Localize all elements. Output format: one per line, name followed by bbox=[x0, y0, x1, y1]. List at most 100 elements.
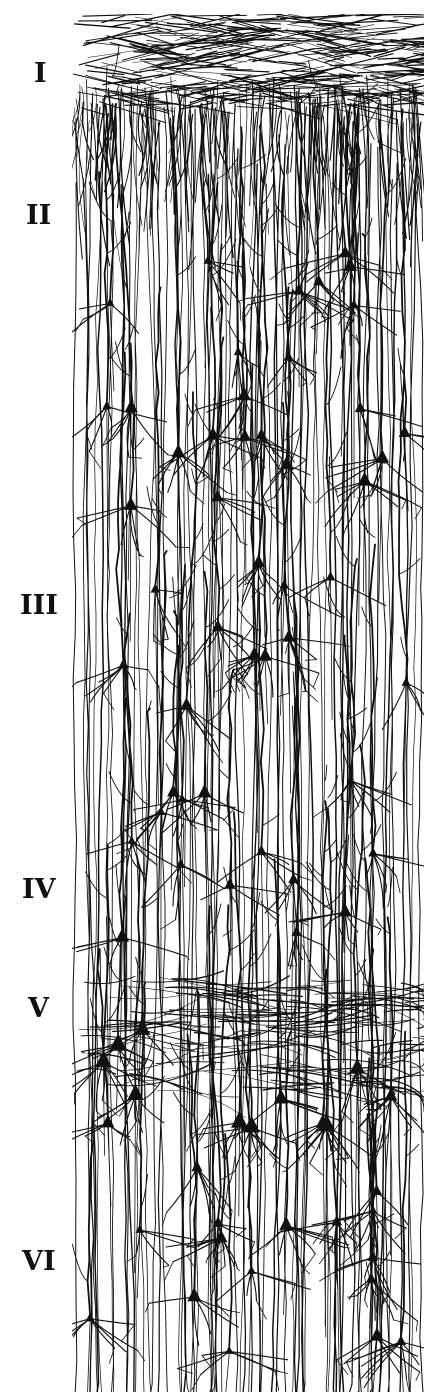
neuron-basal-dendrite bbox=[73, 1318, 91, 1338]
neuron-basal-dendrite bbox=[185, 627, 219, 670]
neuron-soma bbox=[252, 554, 265, 568]
neuron-twig bbox=[167, 454, 183, 458]
fiber bbox=[72, 182, 78, 1392]
neuron bbox=[136, 564, 239, 891]
neuron-soma bbox=[233, 346, 243, 356]
neuron bbox=[251, 986, 351, 1316]
neuron-twig bbox=[165, 740, 175, 752]
neuron-basal-dendrite bbox=[228, 1350, 289, 1361]
neuron bbox=[288, 300, 387, 720]
mesh-fiber bbox=[121, 46, 174, 61]
mesh-fiber bbox=[267, 99, 315, 104]
neuron-basal-dendrite bbox=[264, 656, 320, 674]
neuron-basal-dendrite bbox=[306, 253, 346, 275]
mesh-strand bbox=[184, 106, 190, 233]
mesh-fiber bbox=[383, 74, 424, 77]
neuron-twig bbox=[341, 1111, 354, 1124]
neuron-basal-dendrite bbox=[207, 260, 230, 306]
neuron-basal-dendrite bbox=[216, 497, 242, 543]
neuron-basal-dendrite bbox=[390, 1096, 413, 1129]
neuron-branch bbox=[146, 486, 160, 525]
neuron bbox=[346, 1072, 419, 1392]
band-fiber bbox=[279, 1010, 315, 1022]
mesh-strand bbox=[214, 107, 228, 168]
band-fiber bbox=[405, 985, 424, 1003]
layer-label-vi-text: VI bbox=[22, 1246, 56, 1277]
mesh-strand bbox=[320, 95, 326, 230]
neuron-twig bbox=[278, 458, 283, 468]
mesh-fiber bbox=[405, 43, 424, 50]
band-fiber bbox=[203, 1071, 313, 1094]
mesh-fiber bbox=[334, 63, 384, 66]
band-fiber bbox=[248, 994, 356, 1022]
neuron bbox=[381, 363, 424, 876]
neuron-twig bbox=[215, 439, 217, 449]
neuron-basal-dendrite bbox=[288, 637, 307, 692]
neuron-branch bbox=[194, 403, 219, 439]
neuron-branch bbox=[237, 606, 261, 632]
neuron-axon bbox=[103, 1066, 105, 1156]
neuron-basal-dendrite bbox=[370, 1278, 419, 1322]
neuron-soma bbox=[288, 872, 299, 884]
neuron-basal-dendrite bbox=[120, 505, 132, 546]
neuron-basal-dendrite bbox=[327, 577, 332, 614]
neuron-branch bbox=[361, 824, 382, 851]
neuron-basal-dendrite bbox=[233, 1098, 282, 1139]
neuron-apical-dendrite bbox=[400, 1030, 408, 1338]
neuron-branch bbox=[385, 158, 407, 195]
neuron-branch bbox=[278, 303, 291, 323]
neuron bbox=[176, 1131, 289, 1392]
mesh-strand bbox=[296, 90, 305, 157]
neuron bbox=[145, 991, 240, 1392]
mesh-strand bbox=[89, 87, 97, 132]
neuron-twig bbox=[394, 1227, 407, 1240]
fiber bbox=[134, 103, 145, 1392]
band-fiber bbox=[340, 1039, 384, 1046]
band-fiber bbox=[377, 1086, 424, 1112]
neuron-branch bbox=[177, 256, 197, 276]
fiber bbox=[415, 175, 424, 1392]
neuron-branch bbox=[354, 958, 367, 977]
neuron-soma bbox=[171, 443, 186, 458]
neuron-branch bbox=[204, 599, 230, 628]
mesh-strand bbox=[76, 101, 85, 157]
mesh-strand bbox=[326, 103, 341, 243]
neuron-twig bbox=[301, 381, 308, 387]
neuron-basal-dendrite bbox=[122, 664, 126, 704]
neuron-twig bbox=[148, 843, 157, 851]
neuron-twig bbox=[343, 1246, 351, 1249]
neuron-twig bbox=[222, 467, 233, 473]
fiber bbox=[188, 108, 198, 1392]
neuron-twig bbox=[340, 799, 351, 804]
neuron-soma bbox=[366, 1272, 377, 1283]
neuron-basal-dendrite bbox=[185, 705, 218, 749]
neuron-twig bbox=[213, 750, 223, 763]
neuron-basal-dendrite bbox=[130, 505, 140, 556]
neuron-twig bbox=[186, 1255, 195, 1267]
neuron-twig bbox=[128, 456, 143, 459]
neuron-twig bbox=[215, 305, 223, 322]
mesh-strand bbox=[401, 85, 416, 235]
neuron-axon bbox=[330, 580, 333, 720]
band-fiber bbox=[261, 1054, 317, 1069]
neuron-twig bbox=[231, 677, 247, 688]
mesh-strand bbox=[259, 93, 262, 216]
neuron-basal-dendrite bbox=[285, 1125, 328, 1172]
mesh-fiber bbox=[326, 24, 374, 35]
mesh-fiber bbox=[355, 14, 423, 17]
neuron-basal-dendrite bbox=[349, 780, 371, 796]
neuron-axon bbox=[136, 1232, 141, 1299]
mesh-fiber bbox=[273, 31, 308, 41]
neuron-soma bbox=[313, 274, 325, 286]
neuron-basal-dendrite bbox=[341, 1068, 358, 1122]
neuron-basal-dendrite bbox=[285, 1225, 316, 1255]
neuron-branch bbox=[324, 366, 342, 406]
neuron-basal-dendrite bbox=[285, 1225, 334, 1238]
neuron-basal-dendrite bbox=[95, 1061, 104, 1112]
neuron-soma bbox=[124, 399, 138, 413]
neuron-basal-dendrite bbox=[328, 1221, 338, 1252]
neuron-basal-dendrite bbox=[165, 705, 188, 742]
mesh-strand bbox=[289, 91, 294, 173]
mesh-strand bbox=[413, 87, 423, 242]
neuron-basal-dendrite bbox=[243, 395, 288, 416]
